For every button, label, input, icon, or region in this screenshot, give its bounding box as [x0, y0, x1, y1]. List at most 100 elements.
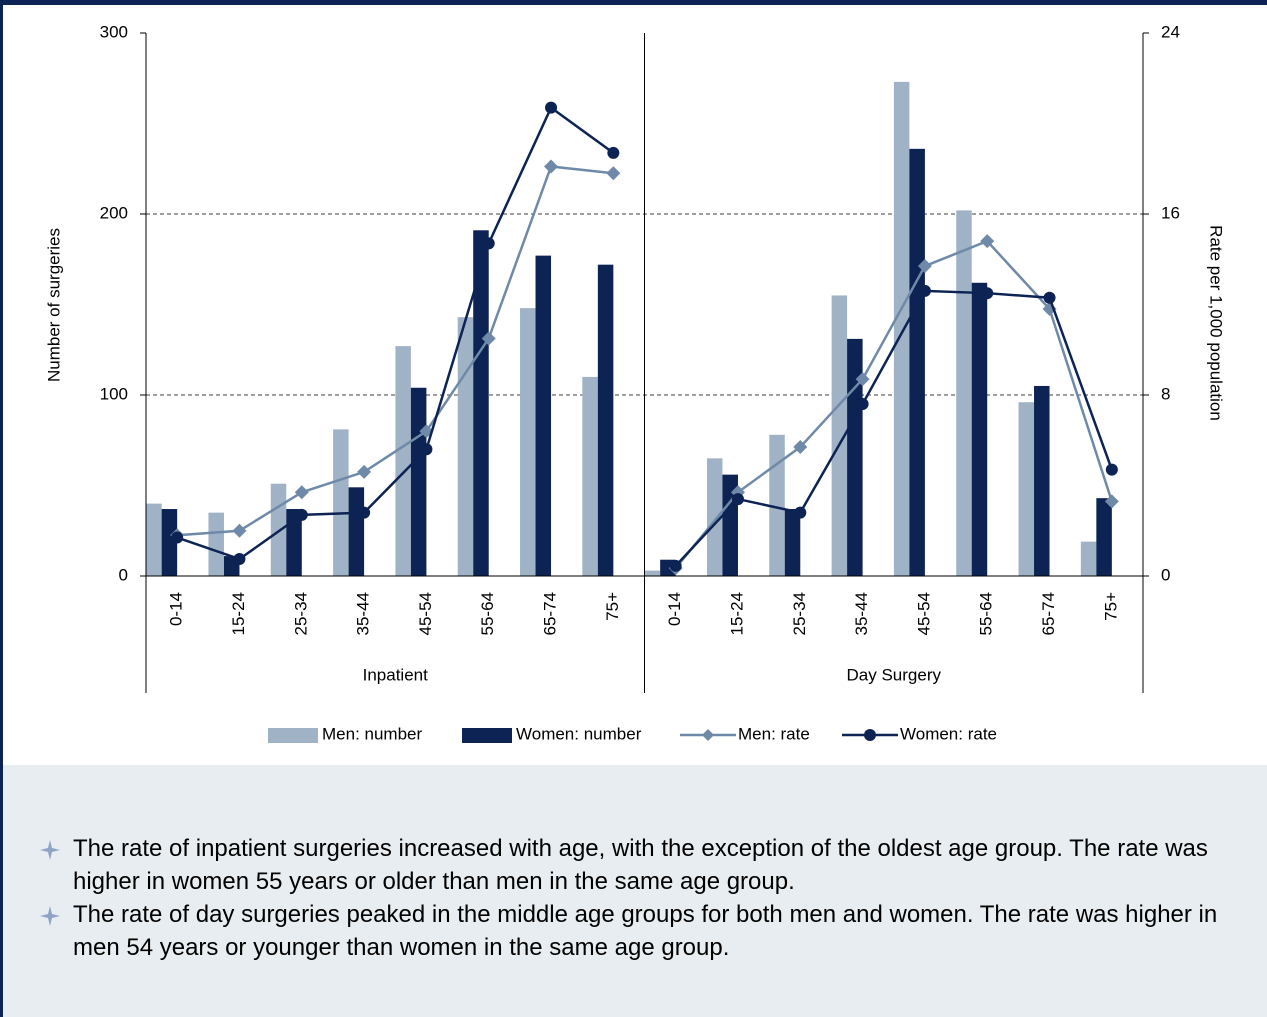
bar [784, 509, 801, 576]
y2-tick-label: 0 [1161, 565, 1170, 584]
x-tick-label: 65-74 [1039, 592, 1058, 635]
rate-marker [606, 166, 621, 181]
bar [909, 148, 925, 576]
y-tick-label: 100 [100, 384, 128, 403]
bar [348, 487, 365, 576]
rate-marker [980, 234, 995, 249]
legend-swatch [462, 728, 512, 743]
x-tick-label: 25-34 [291, 592, 310, 635]
bar [146, 503, 162, 576]
bar [971, 282, 988, 576]
y-axis-label: Number of surgeries [44, 228, 63, 382]
bullet [40, 906, 60, 926]
bar [831, 295, 848, 576]
note: The rate of inpatient surgeries increase… [73, 835, 1208, 895]
x-tick-label: 75+ [603, 592, 622, 621]
bullet [40, 840, 60, 860]
chart: Number of surgeries Rate per 1,000 popul… [44, 22, 1226, 743]
bar [769, 434, 785, 576]
notes-panel: The rate of inpatient surgeries increase… [3, 765, 1267, 1017]
y-tick-label: 300 [100, 22, 128, 41]
bar [1096, 498, 1112, 576]
rate-marker [233, 553, 246, 566]
x-tick-label: 35-44 [852, 592, 871, 635]
rate-marker [357, 464, 372, 479]
x-tick-label: 45-54 [914, 592, 933, 635]
y2-tick-label: 16 [1161, 203, 1180, 222]
bar [457, 317, 474, 576]
bar [161, 509, 178, 576]
x-tick-label: 15-24 [229, 592, 248, 635]
y2-tick-label: 8 [1161, 384, 1170, 403]
rate-line [176, 105, 615, 561]
rate-marker [171, 531, 184, 544]
rate-marker [295, 508, 308, 521]
rate-line [674, 289, 1114, 567]
rate-marker [731, 493, 744, 506]
bar [893, 81, 910, 577]
bar [1080, 541, 1097, 576]
rate-marker [544, 159, 559, 174]
bar [597, 264, 614, 576]
bar [956, 210, 972, 576]
bar [208, 512, 224, 576]
x-tick-label: 0-14 [665, 592, 684, 626]
rate-marker [981, 287, 994, 300]
x-tick-label: 55-64 [977, 592, 996, 635]
bar [333, 429, 349, 576]
note: The rate of day surgeries peaked in the … [73, 901, 1218, 961]
rate-marker [607, 146, 620, 159]
bar [286, 509, 302, 576]
panel-label: Inpatient [363, 665, 428, 684]
x-tick-label: 35-44 [354, 592, 373, 635]
y-tick-label: 0 [119, 565, 128, 584]
rate-marker [358, 506, 371, 519]
panel-label: Day Surgery [847, 665, 942, 684]
bar [644, 570, 661, 576]
rate-marker [1104, 494, 1119, 509]
bar [582, 376, 598, 576]
y2-tick-label: 24 [1161, 22, 1180, 41]
bar [847, 338, 863, 576]
rate-marker [481, 331, 496, 346]
bar [410, 387, 427, 576]
legend-marker [864, 729, 876, 741]
rate-line [177, 165, 614, 537]
bar [395, 346, 411, 576]
rate-marker [1105, 463, 1118, 476]
rate-marker [420, 443, 433, 456]
legend-label: Women: rate [900, 724, 997, 743]
rate-marker [917, 259, 932, 274]
legend-label: Men: rate [738, 724, 810, 743]
bar [1034, 385, 1050, 576]
legend-label: Men: number [322, 724, 422, 743]
rate-marker [793, 440, 808, 455]
rate-marker [545, 101, 558, 114]
x-tick-label: 25-34 [790, 592, 809, 635]
x-tick-label: 0-14 [167, 592, 186, 626]
rate-marker [669, 559, 682, 572]
rate-marker [1043, 291, 1056, 304]
bar [473, 230, 489, 577]
bar [706, 458, 723, 576]
x-tick-label: 75+ [1101, 592, 1120, 621]
rate-marker [232, 523, 247, 538]
x-tick-label: 45-54 [416, 592, 435, 635]
legend-swatch [268, 728, 318, 743]
bar [520, 308, 536, 576]
rate-marker [482, 237, 495, 250]
rate-marker [918, 284, 931, 297]
rate-marker [294, 485, 309, 500]
legend-label: Women: number [516, 724, 642, 743]
y-tick-label: 200 [100, 203, 128, 222]
x-tick-label: 15-24 [727, 592, 746, 635]
rate-marker [794, 506, 807, 519]
x-tick-label: 55-64 [478, 592, 497, 635]
rate-marker [856, 398, 869, 411]
x-tick-label: 65-74 [541, 592, 560, 635]
bar [535, 255, 552, 576]
legend-marker [702, 729, 714, 741]
y2-axis-label: Rate per 1,000 population [1207, 225, 1226, 421]
bar [1018, 402, 1035, 576]
